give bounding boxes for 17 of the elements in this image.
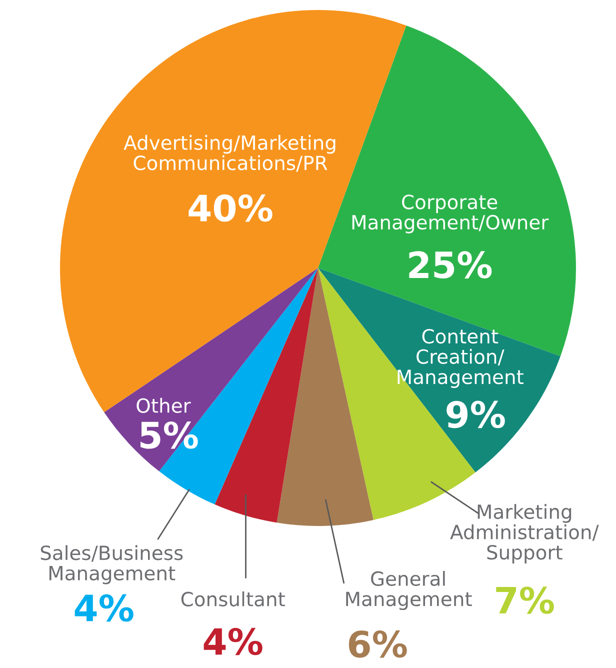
slice-label: Consultant [181,591,285,606]
slice-label: General Management [346,570,472,610]
data-label: 4% [204,628,262,656]
slice-label: Sales/Business Management [40,545,183,584]
pie-slice [104,268,318,472]
pie-slice [214,268,318,523]
slice-label: Other [136,398,191,413]
data-label: 9% [446,400,505,428]
slice-label: Corporate Management/Owner [352,194,549,234]
data-label: 7% [496,586,554,614]
data-label: 40% [188,194,272,222]
slice-label: Advertising/Marketing Communications/PR [124,134,336,172]
data-label: 4% [74,594,134,622]
slice-label: Marketing Administration/ Support [450,504,599,564]
data-label: 25% [409,251,492,278]
data-label: 6% [348,630,407,658]
pie-slice [276,268,374,526]
